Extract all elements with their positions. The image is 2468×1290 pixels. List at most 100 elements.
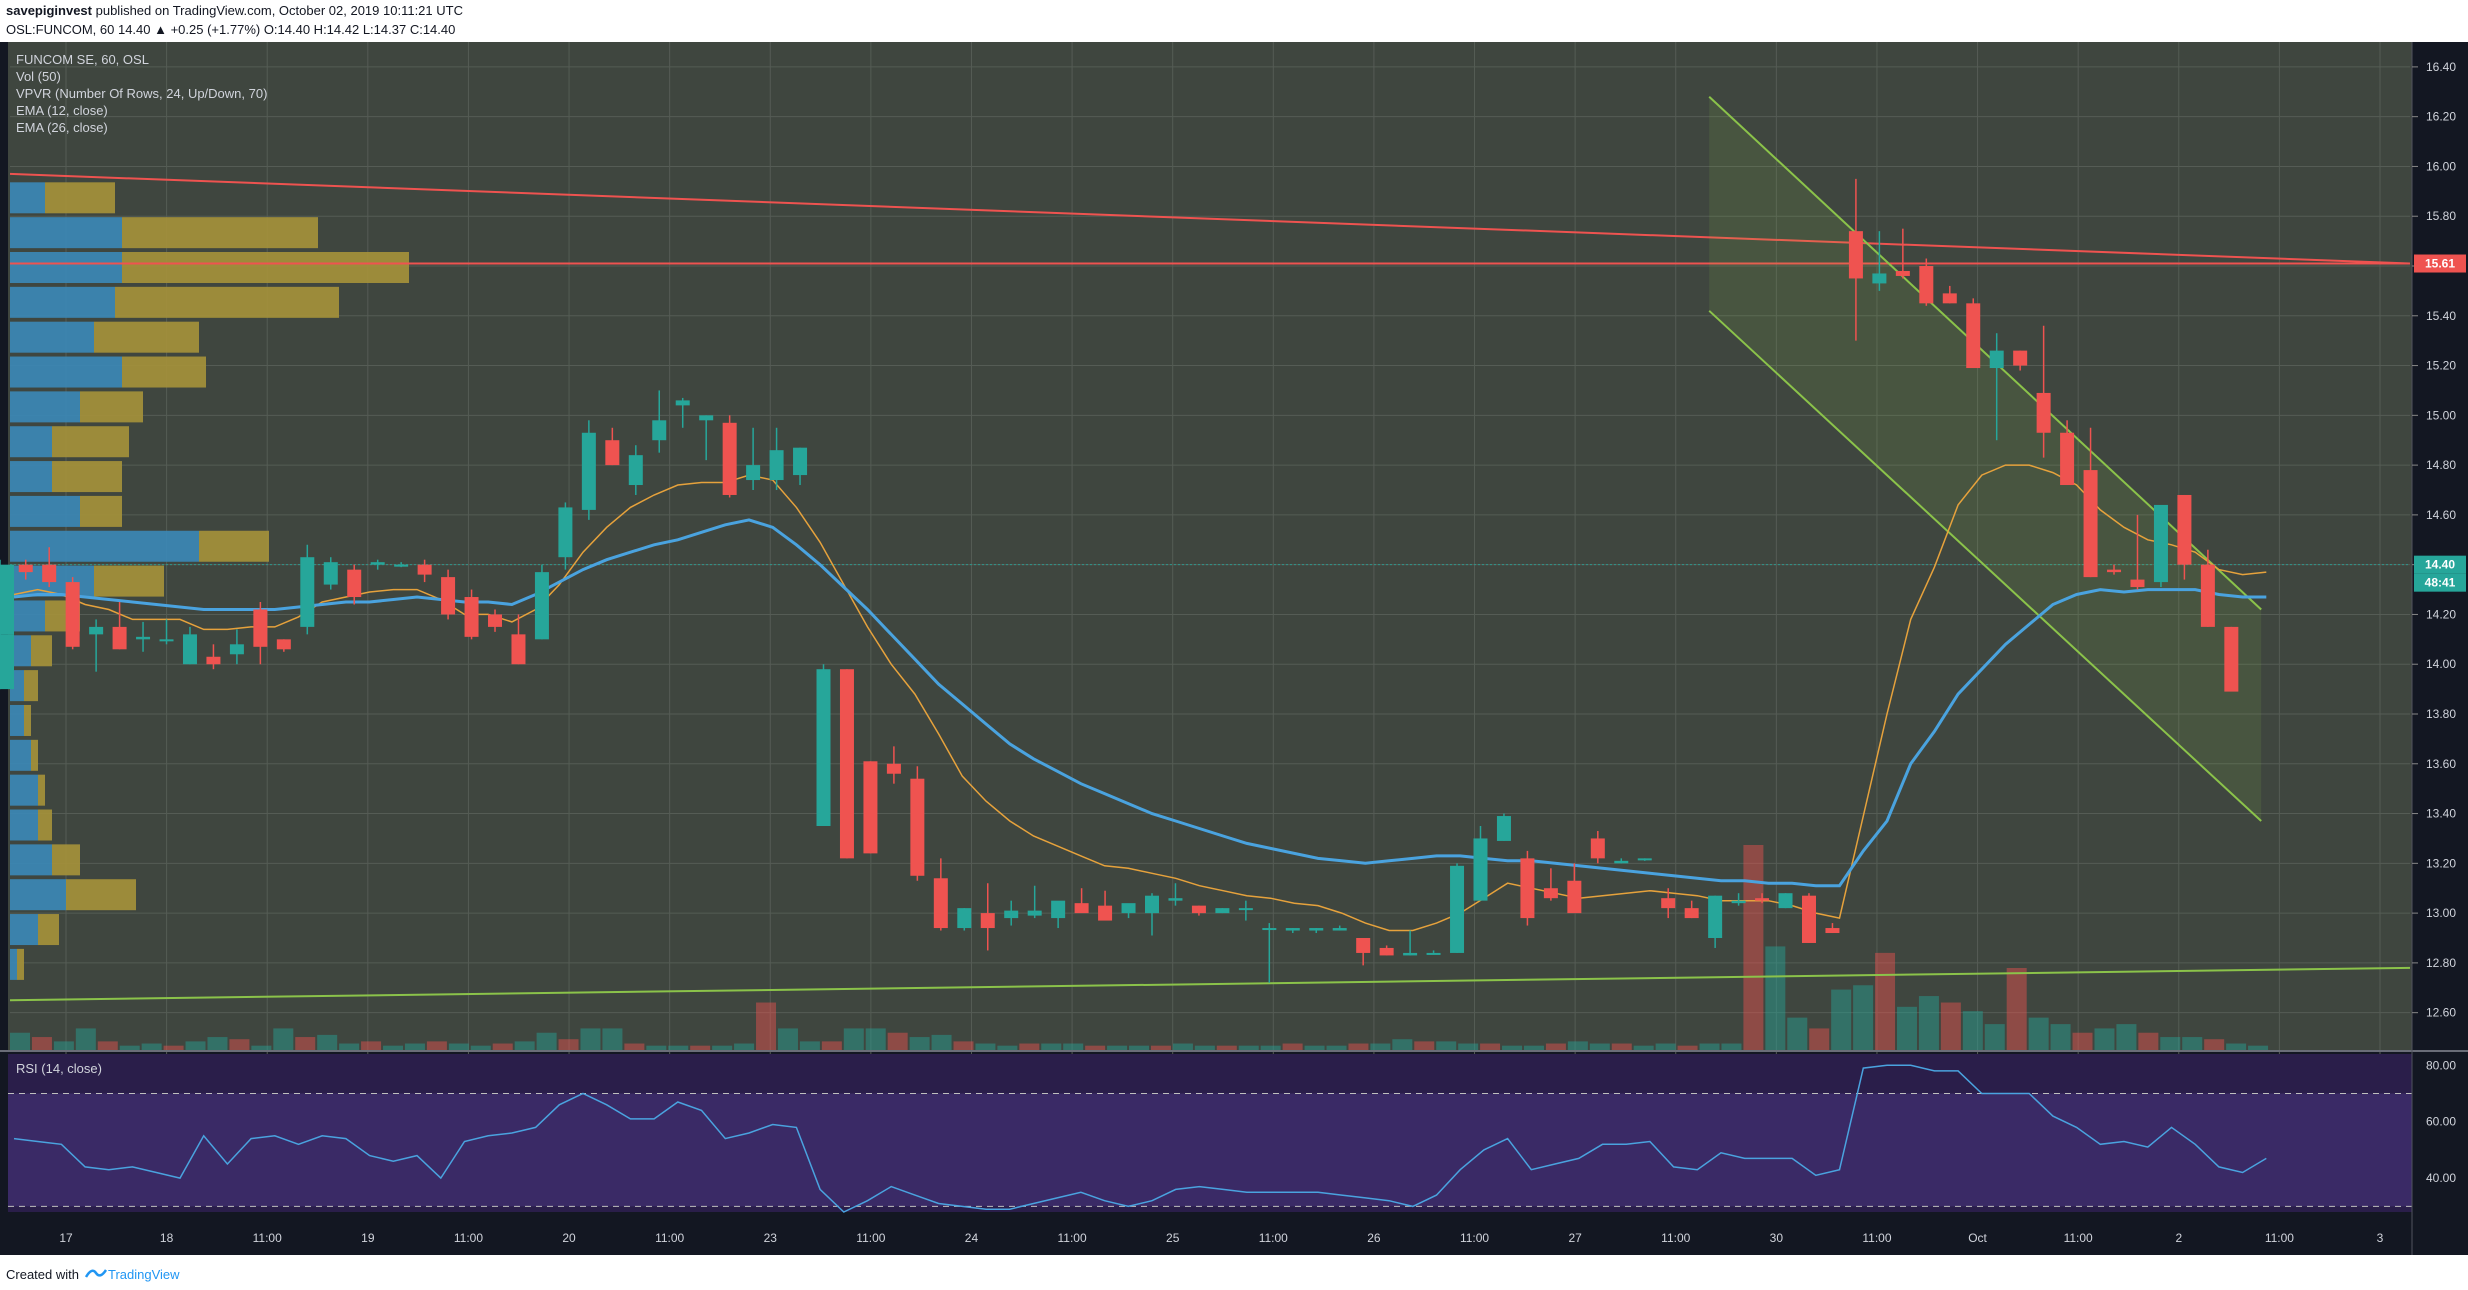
candle-body[interactable] xyxy=(1801,895,1816,943)
candle-body[interactable] xyxy=(1332,928,1347,931)
resistance-trendline[interactable] xyxy=(9,172,2411,265)
candle-body[interactable] xyxy=(1567,880,1582,914)
candle-body[interactable] xyxy=(1238,908,1253,911)
candle-body[interactable] xyxy=(253,609,268,647)
candle-body[interactable] xyxy=(1379,947,1394,956)
candle-body[interactable] xyxy=(1543,888,1558,899)
candle-body[interactable] xyxy=(1027,910,1042,916)
candle-body[interactable] xyxy=(347,569,362,598)
candle-body[interactable] xyxy=(2130,579,2145,588)
candle-body[interactable] xyxy=(2083,470,2098,578)
candle-body[interactable] xyxy=(1708,895,1723,938)
candle-body[interactable] xyxy=(1285,928,1300,931)
tradingview-logo-icon[interactable] xyxy=(84,1265,108,1286)
candle-body[interactable] xyxy=(1848,231,1863,279)
candle-body[interactable] xyxy=(534,572,549,640)
candle-body[interactable] xyxy=(581,432,596,510)
channel-upper-line[interactable] xyxy=(1708,96,2262,611)
candle-body[interactable] xyxy=(746,465,761,481)
candle-body[interactable] xyxy=(206,656,221,665)
candle-body[interactable] xyxy=(1309,928,1324,931)
candle-body[interactable] xyxy=(1661,898,1676,909)
candle-body[interactable] xyxy=(910,778,925,876)
candle-body[interactable] xyxy=(1778,893,1793,909)
candle-body[interactable] xyxy=(229,644,244,655)
candle-body[interactable] xyxy=(769,450,784,481)
candle-body[interactable] xyxy=(511,634,526,665)
time-axis[interactable]: 17 18 11:00 19 11:00 20 11:00 23 11:00 24 11:00 25 1… xyxy=(59,1231,2383,1245)
candle-body[interactable] xyxy=(1731,900,1746,904)
candle-body[interactable] xyxy=(1450,865,1465,953)
candle-body[interactable] xyxy=(722,422,737,495)
candle-body[interactable] xyxy=(2107,569,2122,573)
candle-body[interactable] xyxy=(980,913,995,929)
candle-body[interactable] xyxy=(394,564,409,567)
legend-rsi[interactable]: RSI (14, close) xyxy=(16,1061,102,1076)
candle-body[interactable] xyxy=(1614,860,1629,864)
candle-body[interactable] xyxy=(1966,303,1981,369)
candle-body[interactable] xyxy=(136,636,151,640)
candle-body[interactable] xyxy=(276,639,291,650)
publisher-name[interactable]: savepiginvest xyxy=(6,3,92,18)
candle-body[interactable] xyxy=(699,415,714,421)
candle-body[interactable] xyxy=(2013,350,2028,366)
candlesticks[interactable] xyxy=(0,178,2239,983)
candle-body[interactable] xyxy=(1895,270,1910,276)
tradingview-brand[interactable]: TradingView xyxy=(108,1267,180,1282)
candle-body[interactable] xyxy=(182,634,197,665)
candle-body[interactable] xyxy=(1215,908,1230,914)
candle-body[interactable] xyxy=(1356,938,1371,953)
candle-body[interactable] xyxy=(1825,928,1840,934)
candle-body[interactable] xyxy=(886,763,901,774)
candle-body[interactable] xyxy=(1121,903,1136,914)
candle-body[interactable] xyxy=(1872,273,1887,284)
candle-body[interactable] xyxy=(1755,898,1770,901)
candle-body[interactable] xyxy=(464,597,479,637)
candle-body[interactable] xyxy=(0,634,14,690)
candle-body[interactable] xyxy=(2036,392,2051,433)
candle-body[interactable] xyxy=(417,564,432,575)
candle-body[interactable] xyxy=(65,582,80,647)
candle-body[interactable] xyxy=(300,557,315,627)
candle-body[interactable] xyxy=(558,507,573,558)
price-pane[interactable]: FUNCOM SE, 60, OSL Vol (50) VPVR (Number… xyxy=(0,42,2412,1212)
chart-canvas[interactable]: FUNCOM SE, 60, OSL Vol (50) VPVR (Number… xyxy=(0,42,2468,1255)
candle-body[interactable] xyxy=(628,455,643,486)
candle-body[interactable] xyxy=(1637,858,1652,861)
channel-lower-line[interactable] xyxy=(1708,310,2262,822)
candle-body[interactable] xyxy=(1496,816,1511,841)
price-axis[interactable]: 12.60 12.80 13.00 13.20 13.40 13.60 13.80 14.00… xyxy=(2412,60,2466,1185)
candle-body[interactable] xyxy=(839,669,854,859)
candle-body[interactable] xyxy=(2224,626,2239,692)
candle-body[interactable] xyxy=(816,669,831,826)
candle-body[interactable] xyxy=(1051,900,1066,919)
candle-body[interactable] xyxy=(652,420,667,441)
legend-vol[interactable]: Vol (50) xyxy=(16,69,61,84)
candle-body[interactable] xyxy=(488,614,503,627)
candle-body[interactable] xyxy=(1942,293,1957,304)
candle-body[interactable] xyxy=(42,564,57,583)
candle-body[interactable] xyxy=(933,878,948,929)
candle-body[interactable] xyxy=(1403,952,1418,956)
candle-body[interactable] xyxy=(1145,895,1159,914)
candle-body[interactable] xyxy=(1426,952,1441,955)
candle-body[interactable] xyxy=(1168,898,1183,901)
candle-body[interactable] xyxy=(1191,905,1206,914)
candle-body[interactable] xyxy=(0,564,14,635)
candle-body[interactable] xyxy=(1074,903,1089,914)
candle-body[interactable] xyxy=(370,562,385,565)
legend-ema12[interactable]: EMA (12, close) xyxy=(16,103,108,118)
rsi-pane[interactable]: RSI (14, close) xyxy=(8,1054,2412,1213)
candle-body[interactable] xyxy=(89,626,104,635)
candle-body[interactable] xyxy=(441,577,456,615)
candle-body[interactable] xyxy=(957,908,972,929)
legend-symbol[interactable]: FUNCOM SE, 60, OSL xyxy=(16,52,149,67)
candle-body[interactable] xyxy=(2153,504,2168,583)
candle-body[interactable] xyxy=(1590,838,1605,859)
candle-body[interactable] xyxy=(159,639,174,642)
candle-body[interactable] xyxy=(1004,910,1019,919)
candle-body[interactable] xyxy=(112,626,127,650)
candle-body[interactable] xyxy=(605,440,620,466)
candle-body[interactable] xyxy=(1520,858,1535,919)
candle-body[interactable] xyxy=(1098,905,1113,921)
